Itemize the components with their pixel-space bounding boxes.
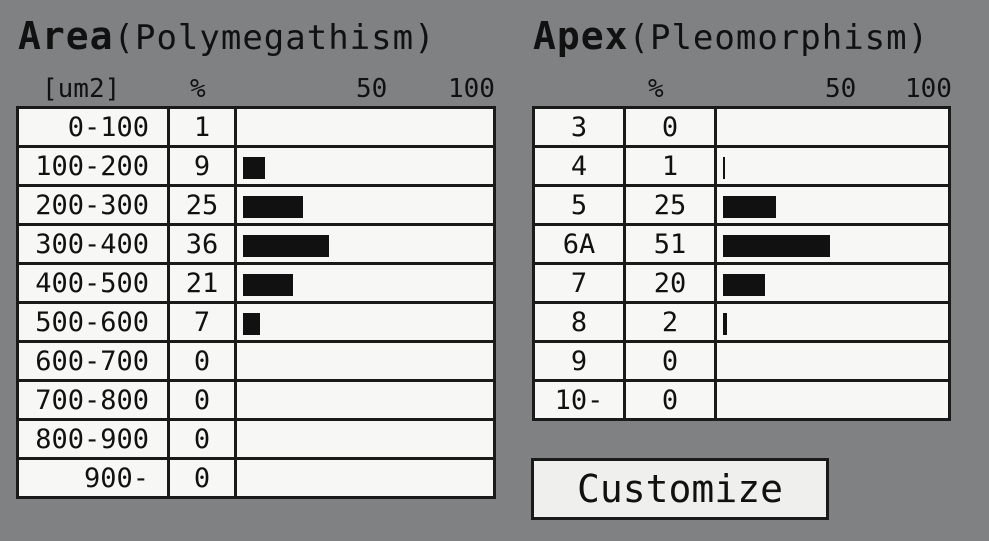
- pct-cell: 0: [623, 106, 717, 148]
- pct-cell: 1: [623, 145, 717, 187]
- pct-cell: 36: [167, 223, 237, 265]
- area-title: Area(Polymegathism): [18, 14, 436, 58]
- bar-cell: [714, 301, 951, 343]
- range-cell: 800-900: [16, 418, 170, 460]
- area-title-main: Area: [18, 14, 114, 58]
- table-row: 500-600 7: [16, 301, 496, 343]
- bar-cell: [714, 223, 951, 265]
- pct-cell: 0: [167, 340, 237, 382]
- apex-scale-50: 50: [825, 74, 857, 104]
- bar-cell: [714, 184, 951, 226]
- bar-cell: [714, 262, 951, 304]
- bar-cell: [234, 301, 496, 343]
- pct-cell: 7: [167, 301, 237, 343]
- pct-cell: 9: [167, 145, 237, 187]
- histogram-bar: [723, 196, 776, 218]
- bar-cell: [234, 145, 496, 187]
- range-cell: 600-700: [16, 340, 170, 382]
- apex-title: Apex(Pleomorphism): [533, 14, 929, 58]
- range-cell: 200-300: [16, 184, 170, 226]
- range-cell: 4: [532, 145, 626, 187]
- histogram-bar: [243, 157, 265, 179]
- pct-cell: 0: [167, 418, 237, 460]
- table-row: 400-500 21: [16, 262, 496, 304]
- pct-cell: 51: [623, 223, 717, 265]
- apex-title-main: Apex: [533, 14, 629, 58]
- histogram-bar: [723, 157, 726, 179]
- table-row: 6A 51: [532, 223, 951, 265]
- table-row: 300-400 36: [16, 223, 496, 265]
- area-scale-100: 100: [448, 74, 495, 104]
- histogram-bar: [243, 196, 303, 218]
- range-cell: 900-: [16, 457, 170, 499]
- range-cell: 500-600: [16, 301, 170, 343]
- histogram-bar: [243, 235, 330, 257]
- pct-cell: 1: [167, 106, 237, 148]
- pct-cell: 0: [623, 379, 717, 421]
- apex-table: 3 0 4 1 5 25 6A 51 7 20 8 2 9 0 10- 0: [532, 106, 951, 421]
- histogram-bar: [723, 313, 728, 335]
- table-row: 5 25: [532, 184, 951, 226]
- apex-subtitle: (Pleomorphism): [628, 18, 930, 58]
- table-row: 200-300 25: [16, 184, 496, 226]
- table-row: 100-200 9: [16, 145, 496, 187]
- pct-cell: 2: [623, 301, 717, 343]
- bar-cell: [234, 184, 496, 226]
- area-subtitle: (Polymegathism): [113, 18, 436, 58]
- range-cell: 8: [532, 301, 626, 343]
- apex-pct-header: %: [648, 74, 664, 104]
- pct-cell: 25: [167, 184, 237, 226]
- bar-cell: [234, 262, 496, 304]
- table-row: 7 20: [532, 262, 951, 304]
- bar-cell: [714, 106, 951, 148]
- table-row: 900- 0: [16, 457, 496, 499]
- range-cell: 7: [532, 262, 626, 304]
- customize-button[interactable]: Customize: [531, 458, 829, 520]
- bar-cell: [234, 379, 496, 421]
- range-cell: 9: [532, 340, 626, 382]
- bar-cell: [234, 418, 496, 460]
- bar-cell: [234, 457, 496, 499]
- area-unit-header: [um2]: [42, 74, 121, 104]
- pct-cell: 0: [167, 379, 237, 421]
- apex-scale-100: 100: [905, 74, 952, 104]
- table-row: 800-900 0: [16, 418, 496, 460]
- histogram-bar: [243, 313, 260, 335]
- histogram-bar: [723, 235, 831, 257]
- table-row: 0-100 1: [16, 106, 496, 148]
- bar-cell: [234, 340, 496, 382]
- table-row: 10- 0: [532, 379, 951, 421]
- range-cell: 0-100: [16, 106, 170, 148]
- area-pct-header: %: [190, 74, 206, 104]
- bar-cell: [714, 379, 951, 421]
- bar-cell: [234, 223, 496, 265]
- pct-cell: 21: [167, 262, 237, 304]
- pct-cell: 25: [623, 184, 717, 226]
- area-scale-50: 50: [356, 74, 388, 104]
- range-cell: 400-500: [16, 262, 170, 304]
- histogram-bar: [243, 274, 294, 296]
- pct-cell: 0: [623, 340, 717, 382]
- table-row: 600-700 0: [16, 340, 496, 382]
- range-cell: 3: [532, 106, 626, 148]
- range-cell: 300-400: [16, 223, 170, 265]
- range-cell: 10-: [532, 379, 626, 421]
- pct-cell: 20: [623, 262, 717, 304]
- area-table: 0-100 1 100-200 9 200-300 25 300-400 36 400-500 2…: [16, 106, 496, 499]
- bar-cell: [234, 106, 496, 148]
- bar-cell: [714, 340, 951, 382]
- range-cell: 5: [532, 184, 626, 226]
- range-cell: 6A: [532, 223, 626, 265]
- range-cell: 100-200: [16, 145, 170, 187]
- pct-cell: 0: [167, 457, 237, 499]
- range-cell: 700-800: [16, 379, 170, 421]
- bar-cell: [714, 145, 951, 187]
- histogram-bar: [723, 274, 765, 296]
- table-row: 700-800 0: [16, 379, 496, 421]
